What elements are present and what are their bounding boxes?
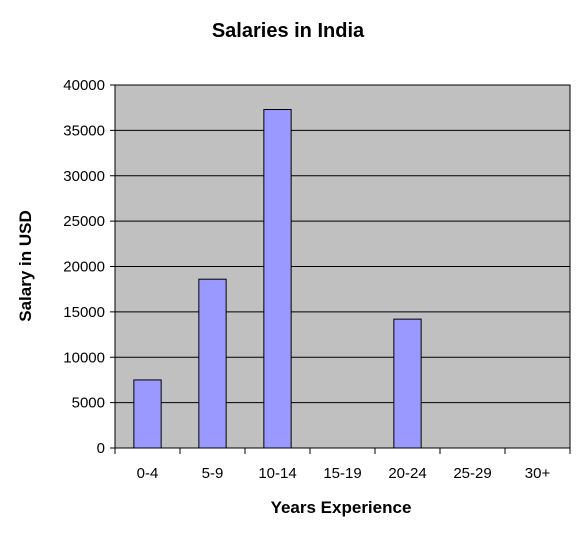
y-tick-label: 25000: [63, 213, 105, 230]
y-tick-label: 0: [97, 440, 105, 457]
y-tick-label: 15000: [63, 304, 105, 321]
y-tick-label: 10000: [63, 349, 105, 366]
bar-5-9: [198, 278, 227, 449]
y-tick-label: 30000: [63, 168, 105, 185]
x-tick-label: 5-9: [202, 465, 224, 482]
y-tick-label: 40000: [63, 77, 105, 94]
gridlines: [115, 84, 570, 404]
chart-title: Salaries in India: [212, 20, 365, 42]
x-tick-label: 10-14: [258, 465, 296, 482]
bar-0-4: [133, 379, 162, 449]
x-tick-label: 25-29: [453, 465, 491, 482]
y-tick-label: 35000: [63, 122, 105, 139]
x-axis-label: Years Experience: [271, 498, 412, 517]
bars: [133, 109, 422, 449]
x-axis-ticks: 0-4 5-9 10-14 15-19 20-24 25-29 30+: [114, 448, 571, 482]
y-tick-label: 20000: [63, 259, 105, 276]
y-axis-label: Salary in USD: [16, 210, 35, 322]
y-tick-label: 5000: [72, 395, 105, 412]
x-tick-label: 30+: [525, 465, 551, 482]
x-tick-label: 0-4: [137, 465, 159, 482]
x-tick-label: 15-19: [323, 465, 361, 482]
x-tick-label: 20-24: [388, 465, 426, 482]
bar-10-14: [263, 109, 292, 449]
bar-20-24: [393, 318, 422, 449]
y-axis-ticks: 0 5000 10000 15000 20000 25000 30000 35000 40000: [63, 77, 115, 457]
